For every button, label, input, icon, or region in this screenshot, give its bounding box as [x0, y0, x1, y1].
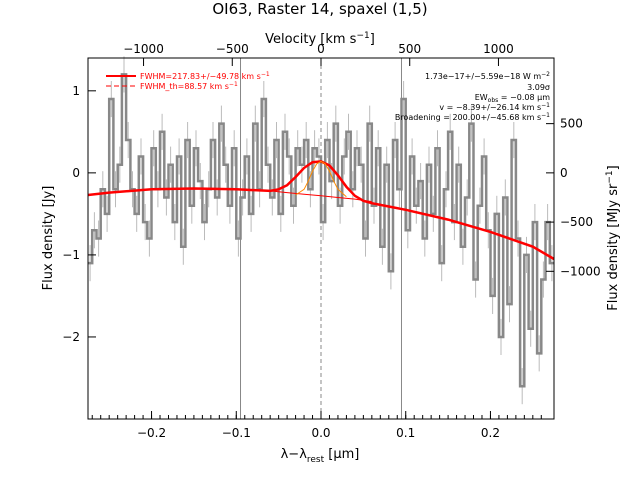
thermal-profile-line [295, 160, 347, 198]
top-tick-label: 0 [317, 42, 325, 56]
x-axis-label-bottom: λ−λrest [μm] [281, 447, 360, 465]
right-tick-label: −500 [560, 215, 593, 229]
axis-ticks: −0.2 −0.1 0.0 0.1 0.2 −1000 −500 0 500 1000 −2 −1 0 1… [62, 42, 600, 440]
x-tick-label: 0.0 [311, 426, 330, 440]
y-axis-label-left: Flux density [Jy] [41, 186, 56, 291]
x-tick-label: −0.2 [137, 426, 166, 440]
top-tick-label: 1000 [483, 42, 514, 56]
annotation-sigma: 3.09σ [527, 83, 550, 92]
annotation-broadening: Broadening = 200.00+/−45.68 km s−1 [395, 112, 550, 122]
annotation-velocity: v = −8.39+/−26.14 km s−1 [439, 102, 550, 112]
chart-title: OI63, Raster 14, spaxel (1,5) [212, 0, 427, 18]
legend-label-fwhm: FWHM=217.83+/−49.78 km s−1 [140, 71, 270, 81]
x-tick-label: 0.1 [396, 426, 415, 440]
annotation-flux: 1.73e−17+/−5.59e−18 W m−2 [425, 71, 550, 81]
top-tick-label: −500 [216, 42, 249, 56]
series-layer [87, 56, 555, 405]
legend: FWHM=217.83+/−49.78 km s−1 FWHM_th=88.57… [106, 71, 270, 91]
y-tick-label: 0 [72, 166, 80, 180]
fit-annotations: 1.73e−17+/−5.59e−18 W m−2 3.09σ EWobs = … [395, 71, 550, 122]
top-tick-label: −1000 [123, 42, 164, 56]
annotation-ew: EWobs = −0.08 μm [475, 93, 551, 104]
spectrum-step-line [88, 73, 554, 388]
y-axis-label-right: Flux density [MJy sr−1] [605, 165, 621, 310]
x-tick-label: −0.1 [222, 426, 251, 440]
y-tick-label: −2 [62, 330, 80, 344]
x-tick-label: 0.2 [481, 426, 500, 440]
right-tick-label: −1000 [560, 264, 601, 278]
y-tick-label: −1 [62, 248, 80, 262]
y-tick-label: 1 [72, 84, 80, 98]
x-axis-label-top: Velocity [km s−1] [265, 31, 375, 47]
top-tick-label: 500 [398, 42, 421, 56]
continuum-line [270, 190, 372, 203]
right-tick-label: 500 [560, 117, 583, 131]
right-tick-label: 0 [560, 166, 568, 180]
legend-label-fwhm-th: FWHM_th=88.57 km s−1 [140, 81, 238, 91]
